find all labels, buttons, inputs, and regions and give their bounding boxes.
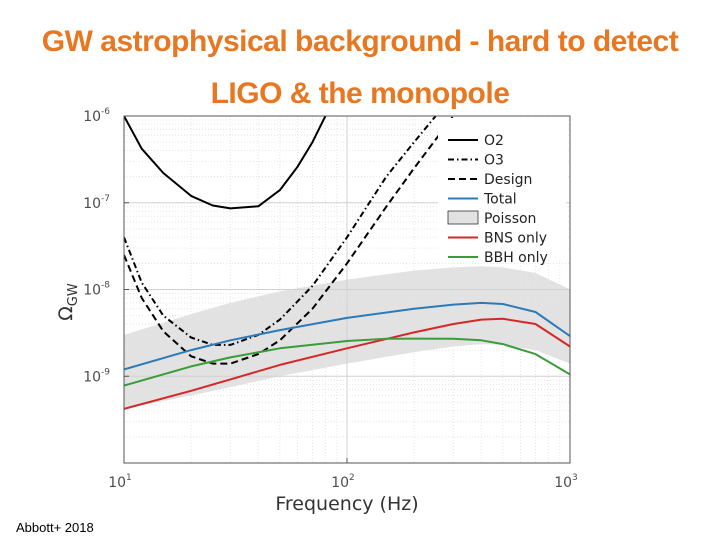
legend-swatch-poisson — [447, 210, 479, 225]
legend-entry-label: O2 — [484, 133, 504, 149]
legend-entry-label: Design — [484, 172, 532, 188]
legend-box — [438, 118, 566, 259]
slide-title-line1: GW astrophysical background - hard to de… — [41, 25, 679, 58]
y-axis-label-symbol: Ω — [55, 306, 77, 321]
y-axis-label-subscript: GW — [66, 283, 81, 306]
legend-entry-label: BBH only — [484, 250, 548, 266]
y-tick-label: 10-6 — [83, 107, 110, 125]
o2-curve — [124, 116, 327, 210]
citation: Abbott+ 2018 — [16, 520, 94, 535]
x-tick-label: 101 — [108, 473, 132, 491]
legend-entry-label: BNS only — [484, 231, 547, 247]
slide-title-line2: LIGO & the monopole — [210, 77, 510, 110]
design-curve — [124, 116, 455, 365]
legend-entry-label: Total — [483, 192, 517, 208]
legend-entry-label: O3 — [484, 153, 504, 169]
total-curve — [124, 301, 570, 371]
bbh-only-curve — [124, 337, 570, 387]
series-lines-layer — [124, 116, 570, 410]
axes-frame — [123, 115, 571, 464]
y-tick-label: 10-8 — [83, 281, 110, 299]
x-tick-label: 102 — [331, 473, 355, 491]
grid-layer — [124, 116, 570, 463]
tick-labels: 101 102 103 10-6 10-7 10-8 10-9 — [83, 107, 578, 491]
bns-only-curve — [124, 317, 570, 410]
legend: O2 O3 Design Total Poisson BNS only BBH only — [438, 118, 566, 266]
x-tick-label: 103 — [554, 473, 578, 491]
legend-entry-label: Poisson — [484, 211, 536, 227]
y-tick-label: 10-9 — [83, 367, 110, 385]
x-axis-label: Frequency (Hz) — [275, 493, 418, 515]
y-tick-label: 10-7 — [83, 194, 110, 212]
y-axis-label: ΩGW — [55, 283, 81, 321]
